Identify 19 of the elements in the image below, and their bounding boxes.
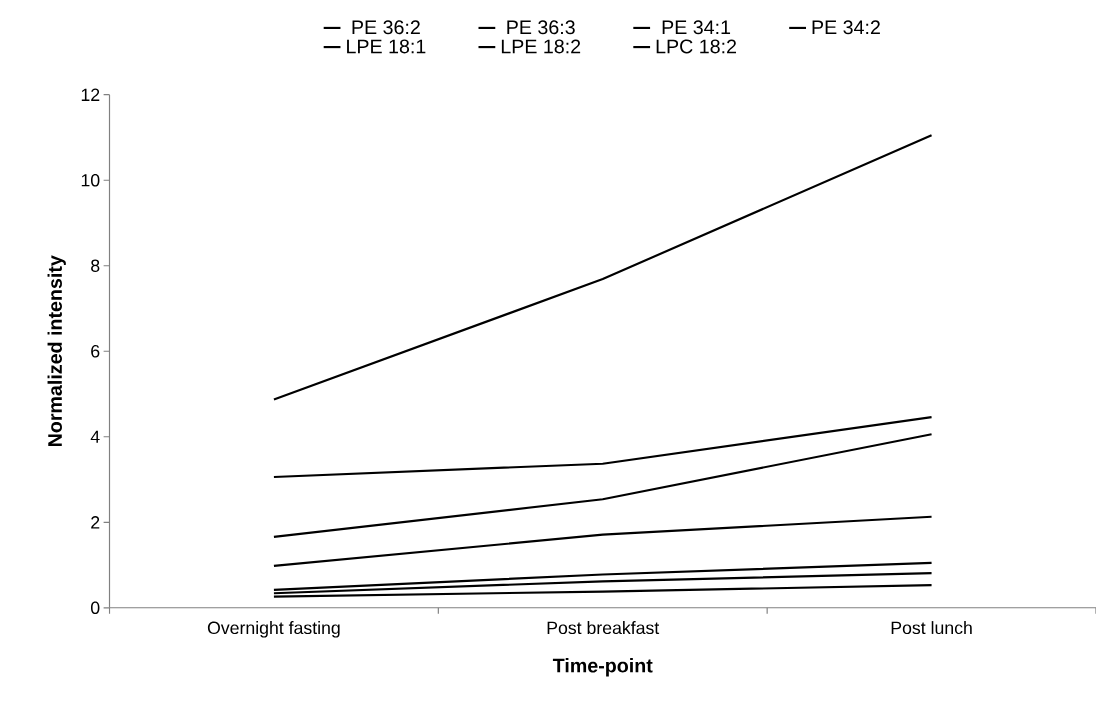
legend-label: PE 36:3 xyxy=(507,20,575,35)
y-tick-label: 12 xyxy=(81,88,100,102)
x-axis-title: Time-point xyxy=(552,658,653,677)
y-tick-label: 4 xyxy=(90,430,100,444)
y-axis-title: Normalized intensity xyxy=(47,255,66,447)
legend-label: LPC 18:2 xyxy=(656,39,737,54)
x-tick-label: Overnight fasting xyxy=(207,621,340,638)
y-tick-label: 0 xyxy=(91,601,100,615)
legend-label: PE 34:1 xyxy=(662,20,731,35)
legend-label: PE 34:2 xyxy=(812,20,880,35)
legend-label: LPE 18:1 xyxy=(347,39,426,54)
legend-label: LPE 18:2 xyxy=(501,39,581,54)
x-tick-label: Post lunch xyxy=(891,621,972,635)
legend-label: PE 36:2 xyxy=(352,20,420,35)
y-tick-label: 2 xyxy=(91,516,100,529)
x-tick-label: Post breakfast xyxy=(547,621,660,635)
y-tick-label: 10 xyxy=(81,174,100,187)
y-tick-label: 8 xyxy=(91,259,100,273)
y-tick-label: 6 xyxy=(91,345,100,358)
